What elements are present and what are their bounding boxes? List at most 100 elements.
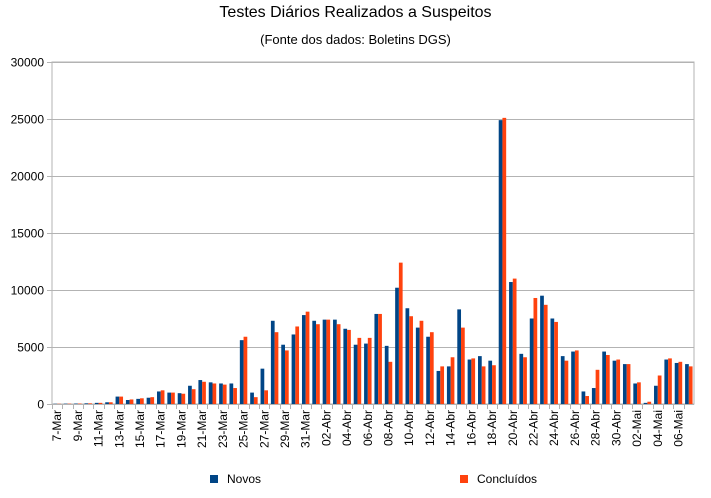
x-tick-label: 08-Abr [382, 410, 396, 446]
bar-concluidos [502, 117, 507, 405]
bar-concluidos [668, 358, 672, 404]
bar-concluidos [429, 332, 434, 404]
bar-concluidos [574, 350, 579, 404]
x-tick-label: 06-Mai [672, 410, 686, 447]
bar-novos [146, 397, 151, 404]
bar-novos [125, 400, 130, 404]
bar-concluidos [492, 365, 496, 404]
bar-concluidos [419, 320, 424, 404]
bar-novos [301, 315, 306, 404]
x-tick-label: 15-Mar [133, 410, 147, 448]
bar-novos [167, 392, 172, 404]
x-tick-label: 06-Abr [361, 410, 375, 446]
bar-novos [229, 383, 234, 404]
bar-concluidos [461, 327, 465, 404]
bar-concluidos [688, 366, 693, 404]
bar-novos [436, 370, 441, 404]
bar-novos [188, 385, 192, 404]
bar-concluidos [264, 390, 268, 404]
bar-novos [84, 403, 89, 404]
legend-swatch-novos [210, 475, 218, 483]
bar-novos [457, 309, 462, 404]
x-tick-label: 26-Abr [568, 410, 582, 446]
x-tick-label: 9-Mar [71, 410, 85, 441]
bar-concluidos [440, 366, 445, 404]
bar-novos [498, 120, 503, 404]
bar-concluidos [150, 397, 155, 404]
axes: 0 5000 10000 15000 20000 25000 30000 7-Mar 9-Mar… [11, 56, 686, 449]
bar-concluidos [295, 326, 300, 404]
bar-novos [509, 282, 513, 404]
bar-concluidos [171, 392, 175, 404]
bar-concluidos [336, 324, 341, 404]
bar-concluidos [678, 361, 683, 404]
bar-novos [353, 344, 358, 404]
bar-concluidos [605, 354, 610, 404]
x-tick-label: 29-Mar [278, 410, 292, 448]
bar-novos [157, 391, 161, 404]
bar-concluidos [595, 369, 600, 404]
bar-concluidos [398, 262, 403, 404]
bar-novos [685, 364, 689, 404]
bar-novos [478, 356, 482, 404]
bar-concluidos [212, 383, 217, 404]
x-tick-label: 24-Abr [547, 410, 561, 446]
bar-novos [674, 362, 679, 404]
bar-concluidos [88, 403, 92, 404]
legend-label-novos: Novos [227, 472, 262, 486]
bar-novos [322, 319, 327, 404]
bar-concluidos [316, 324, 320, 404]
bar-novos [343, 328, 348, 404]
x-tick-label: 02-Abr [319, 410, 333, 446]
bar-novos [612, 360, 617, 404]
bar-novos [467, 359, 472, 404]
bar-novos [560, 356, 565, 404]
bar-novos [446, 366, 451, 404]
bar-novos [270, 320, 275, 404]
x-tick-label: 11-Mar [92, 410, 106, 447]
x-tick-label: 17-Mar [154, 410, 168, 448]
bar-concluidos [108, 402, 113, 404]
bar-novos [177, 393, 182, 404]
x-tick-label: 27-Mar [257, 410, 271, 448]
bar-novos [250, 392, 254, 404]
bar-novos [374, 313, 379, 404]
x-tick-label: 25-Mar [237, 410, 251, 448]
bar-concluidos [533, 297, 538, 404]
bar-concluidos [657, 375, 662, 404]
gridlines [51, 61, 695, 405]
bar-novos [333, 319, 337, 404]
bar-novos [239, 340, 244, 404]
bar-novos [643, 402, 648, 404]
bar-novos [654, 385, 658, 404]
chart-title: Testes Diários Realizados a Suspeitos [219, 4, 492, 21]
x-tick-label: 23-Mar [216, 410, 230, 448]
bar-concluidos [243, 336, 248, 404]
bar-novos [550, 318, 555, 404]
bar-concluidos [637, 382, 641, 404]
x-tick-label: 21-Mar [195, 410, 209, 448]
bar-novos [415, 327, 420, 404]
bar-concluidos [222, 384, 227, 404]
chart-subtitle: (Fonte dos dados: Boletins DGS) [260, 32, 451, 47]
bar-novos [529, 318, 534, 404]
x-tick-label: 7-Mar [50, 410, 64, 441]
x-tick-label: 14-Abr [444, 410, 458, 446]
bar-concluidos [233, 388, 237, 404]
x-tick-label: 02-Mai [630, 410, 644, 447]
bar-novos [395, 287, 399, 404]
legend-swatch-concluidos [460, 475, 468, 483]
bar-concluidos [202, 381, 206, 404]
bar-novos [208, 382, 213, 404]
bar-novos [281, 344, 285, 404]
x-tick-label: 16-Abr [464, 410, 478, 446]
bar-novos [115, 396, 120, 404]
bar-concluidos [471, 358, 476, 404]
bar-concluidos [253, 397, 258, 404]
bar-novos [488, 360, 493, 404]
bar-novos [622, 364, 627, 404]
bar-concluidos [523, 357, 527, 404]
bar-concluidos [647, 401, 652, 404]
bars [53, 117, 693, 405]
